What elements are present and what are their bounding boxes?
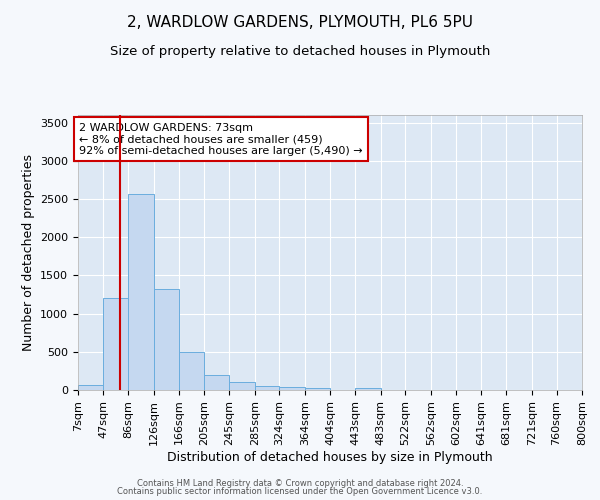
Y-axis label: Number of detached properties: Number of detached properties (22, 154, 35, 351)
Bar (204, 375, 229, 390)
Bar (280, 387, 305, 390)
Bar (154, 289, 179, 390)
Text: Distribution of detached houses by size in Plymouth: Distribution of detached houses by size … (167, 451, 493, 464)
Bar (179, 352, 204, 390)
Bar (78, 386, 103, 390)
Text: 2 WARDLOW GARDENS: 73sqm
← 8% of detached houses are smaller (459)
92% of semi-d: 2 WARDLOW GARDENS: 73sqm ← 8% of detache… (79, 122, 363, 156)
Text: 2, WARDLOW GARDENS, PLYMOUTH, PL6 5PU: 2, WARDLOW GARDENS, PLYMOUTH, PL6 5PU (127, 15, 473, 30)
Bar (254, 386, 280, 390)
Bar (103, 298, 128, 390)
Text: Contains public sector information licensed under the Open Government Licence v3: Contains public sector information licen… (118, 487, 482, 496)
Bar (229, 382, 254, 390)
Text: Size of property relative to detached houses in Plymouth: Size of property relative to detached ho… (110, 45, 490, 58)
Text: Contains HM Land Registry data © Crown copyright and database right 2024.: Contains HM Land Registry data © Crown c… (137, 478, 463, 488)
Bar (128, 194, 154, 390)
Bar (305, 388, 331, 390)
Bar (355, 388, 380, 390)
